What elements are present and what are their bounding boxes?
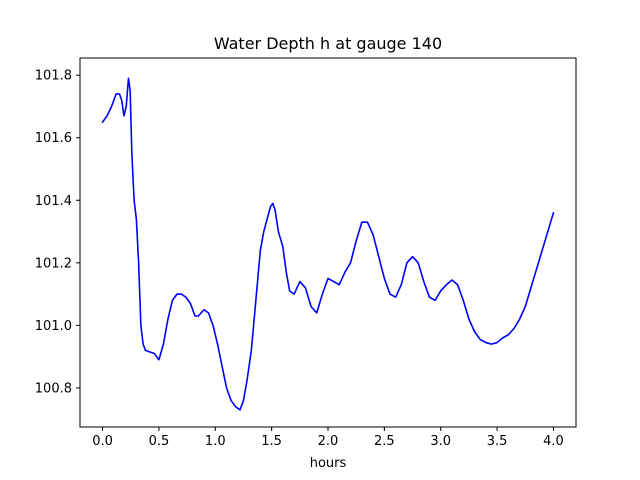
chart-title: Water Depth h at gauge 140	[214, 34, 442, 53]
x-tick-label: 2.5	[374, 434, 395, 449]
y-tick-label: 101.8	[35, 69, 72, 84]
y-tick-label: 100.8	[35, 381, 72, 396]
x-tick-label: 0.0	[92, 434, 113, 449]
x-tick-label: 1.5	[261, 434, 282, 449]
y-tick-label: 101.0	[35, 319, 72, 334]
y-tick-label: 101.6	[35, 131, 72, 146]
x-tick-label: 3.0	[430, 434, 451, 449]
x-axis-label: hours	[310, 456, 347, 471]
x-tick-label: 1.0	[205, 434, 226, 449]
x-axis-ticks: 0.0 0.5 1.0 1.5 2.0 2.5 3.0 3.5 4.0	[92, 427, 564, 449]
x-tick-label: 0.5	[149, 434, 170, 449]
x-tick-label: 2.0	[318, 434, 339, 449]
y-tick-label: 101.2	[35, 256, 72, 271]
y-axis-ticks: 100.8 101.0 101.2 101.4 101.6 101.8	[35, 69, 80, 396]
y-tick-label: 101.4	[35, 194, 72, 209]
x-tick-label: 4.0	[543, 434, 564, 449]
x-tick-label: 3.5	[487, 434, 508, 449]
series-line	[101, 77, 555, 411]
